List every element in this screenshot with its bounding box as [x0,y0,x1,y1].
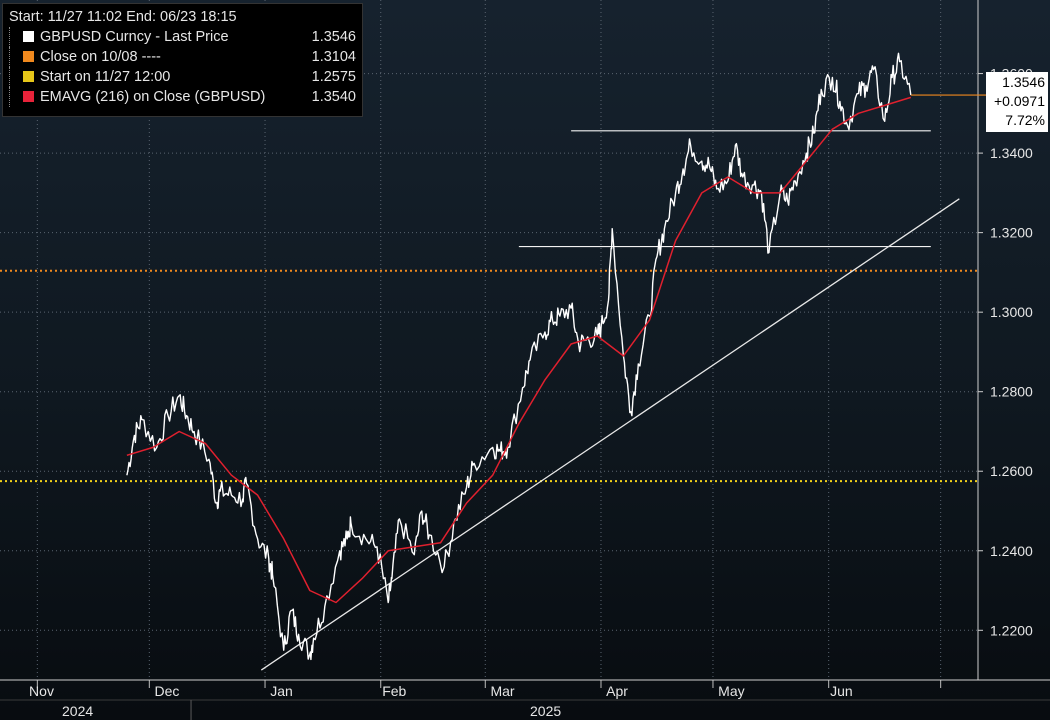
x-tick-label: Apr [606,683,628,699]
legend-value-ema: 1.3540 [311,89,356,105]
legend-row-close[interactable]: Close on 10/08 ---- 1.3104 [9,47,356,67]
legend-label-start: Start on 11/27 12:00 [40,69,171,85]
last-price: 1.3546 [1002,74,1045,90]
ema-series-line [126,96,912,604]
y-tick-label: 1.3200 [990,225,1033,241]
y-tick-label: 1.2600 [990,463,1033,479]
price-series-line [126,52,912,661]
y-tick-label: 1.3400 [990,145,1033,161]
legend-value-price: 1.3546 [311,29,356,45]
legend-swatch-price [23,31,34,42]
legend-swatch-start [23,71,34,82]
legend-value-close: 1.3104 [311,49,356,65]
legend-label-ema: EMAVG (216) on Close (GBPUSD) [40,89,266,105]
tree-connector [9,47,20,67]
legend-swatch-ema [23,91,34,102]
legend-row-price[interactable]: GBPUSD Curncy - Last Price 1.3546 [9,27,356,47]
legend-row-start[interactable]: Start on 11/27 12:00 1.2575 [9,67,356,87]
tree-connector [9,67,20,87]
y-tick-label: 1.3000 [990,304,1033,320]
legend: Start: 11/27 11:02 End: 06/23 18:15 GBPU… [2,3,363,117]
y-tick-label: 1.2200 [990,622,1033,638]
x-tick-label: Mar [490,683,514,699]
x-tick-label: Jun [830,683,853,699]
year-label: 2024 [62,703,93,719]
x-tick-label: Dec [155,683,180,699]
legend-label-price: GBPUSD Curncy - Last Price [40,29,229,45]
x-tick-label: Nov [29,683,54,699]
x-tick-label: May [718,683,744,699]
tree-connector [9,87,20,107]
legend-header: Start: 11/27 11:02 End: 06/23 18:15 [9,9,237,25]
y-tick-label: 1.2400 [990,543,1033,559]
year-label: 2025 [530,703,561,719]
y-tick-label: 1.2800 [990,384,1033,400]
price-change: +0.0971 [994,93,1045,109]
x-tick-label: Feb [382,683,406,699]
price-change-pct: 7.72% [1005,112,1045,128]
legend-swatch-close [23,51,34,62]
legend-label-close: Close on 10/08 ---- [40,49,161,65]
trend-line [260,198,960,671]
x-tick-label: Jan [270,683,293,699]
legend-value-start: 1.2575 [311,69,356,85]
legend-row-ema[interactable]: EMAVG (216) on Close (GBPUSD) 1.3540 [9,87,356,107]
last-price-box: 1.3546 +0.0971 7.72% [986,72,1048,132]
tree-connector [9,27,20,47]
